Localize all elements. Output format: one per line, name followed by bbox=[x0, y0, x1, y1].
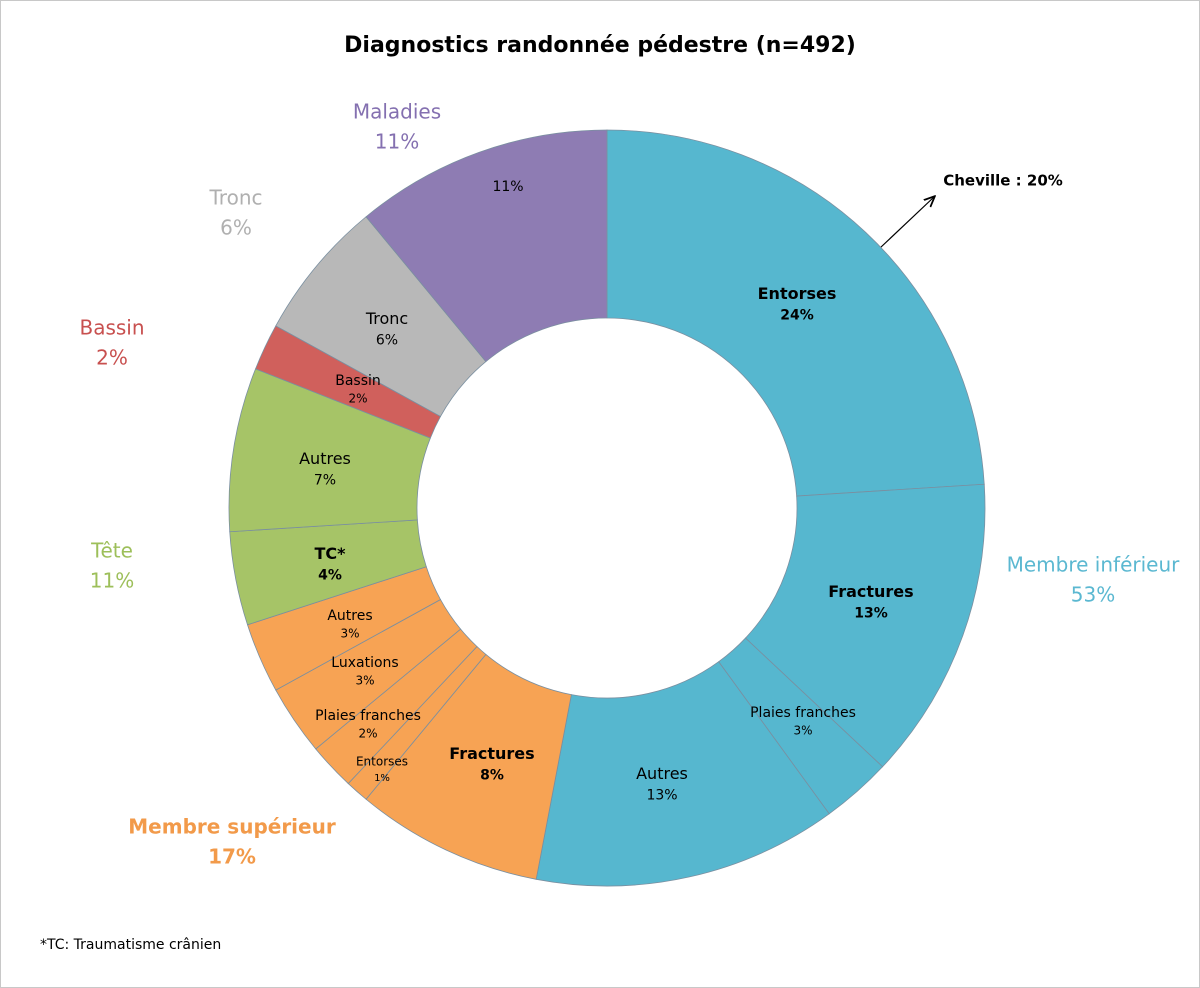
segment-label: Luxations bbox=[331, 655, 398, 671]
group-value-label: 53% bbox=[1071, 583, 1115, 607]
donut-segment bbox=[744, 483, 986, 768]
group-value-label: 6% bbox=[220, 216, 252, 240]
segment-label: Entorses bbox=[758, 284, 837, 303]
segment-value-label: 24% bbox=[780, 307, 814, 323]
donut-segment bbox=[606, 129, 985, 497]
segment-value-label: 3% bbox=[355, 674, 374, 688]
group-label: Membre supérieur bbox=[128, 815, 336, 839]
segment-label: Tronc bbox=[365, 309, 408, 328]
segment-label: Autres bbox=[299, 449, 351, 468]
group-value-label: 2% bbox=[96, 346, 128, 370]
segment-value-label: 6% bbox=[376, 332, 398, 348]
segment-value-label: 4% bbox=[318, 567, 342, 583]
segment-value-label: 13% bbox=[646, 787, 677, 803]
segment-label: Plaies franches bbox=[750, 705, 856, 721]
footnote: *TC: Traumatisme crânien bbox=[40, 937, 221, 953]
segment-label: Bassin bbox=[335, 373, 381, 389]
annotation-arrow bbox=[879, 197, 934, 249]
group-label: Membre inférieur bbox=[1007, 553, 1181, 577]
group-label: Maladies bbox=[353, 100, 441, 124]
segment-value-label: 8% bbox=[480, 767, 504, 783]
segment-value-label: 2% bbox=[348, 392, 367, 406]
segment-label: Plaies franches bbox=[315, 708, 421, 724]
segment-value-label: 2% bbox=[358, 727, 377, 741]
segment-label: Autres bbox=[636, 764, 688, 783]
segment-label: Fractures bbox=[449, 744, 534, 763]
segment-value-label: 3% bbox=[793, 724, 812, 738]
segment-value-label: 13% bbox=[854, 605, 888, 621]
group-value-label: 17% bbox=[208, 845, 256, 869]
annotation: Cheville : 20% bbox=[943, 172, 1063, 190]
group-label: Tête bbox=[90, 539, 133, 563]
group-label: Tronc bbox=[209, 186, 263, 210]
group-value-label: 11% bbox=[90, 569, 134, 593]
group-label: Bassin bbox=[79, 316, 144, 340]
segment-value-label: 11% bbox=[492, 179, 523, 195]
segment-value-label: 7% bbox=[314, 472, 336, 488]
segment-value-label: 3% bbox=[340, 627, 359, 641]
segment-value-label: 1% bbox=[374, 773, 390, 784]
segment-label: Entorses bbox=[356, 755, 408, 769]
donut-segment bbox=[535, 661, 830, 887]
group-value-label: 11% bbox=[375, 130, 419, 154]
segment-label: TC* bbox=[314, 544, 346, 563]
chart-title: Diagnostics randonnée pédestre (n=492) bbox=[344, 33, 856, 58]
segment-label: Fractures bbox=[828, 582, 913, 601]
donut-segment bbox=[365, 129, 608, 363]
segment-label: Autres bbox=[327, 608, 372, 624]
